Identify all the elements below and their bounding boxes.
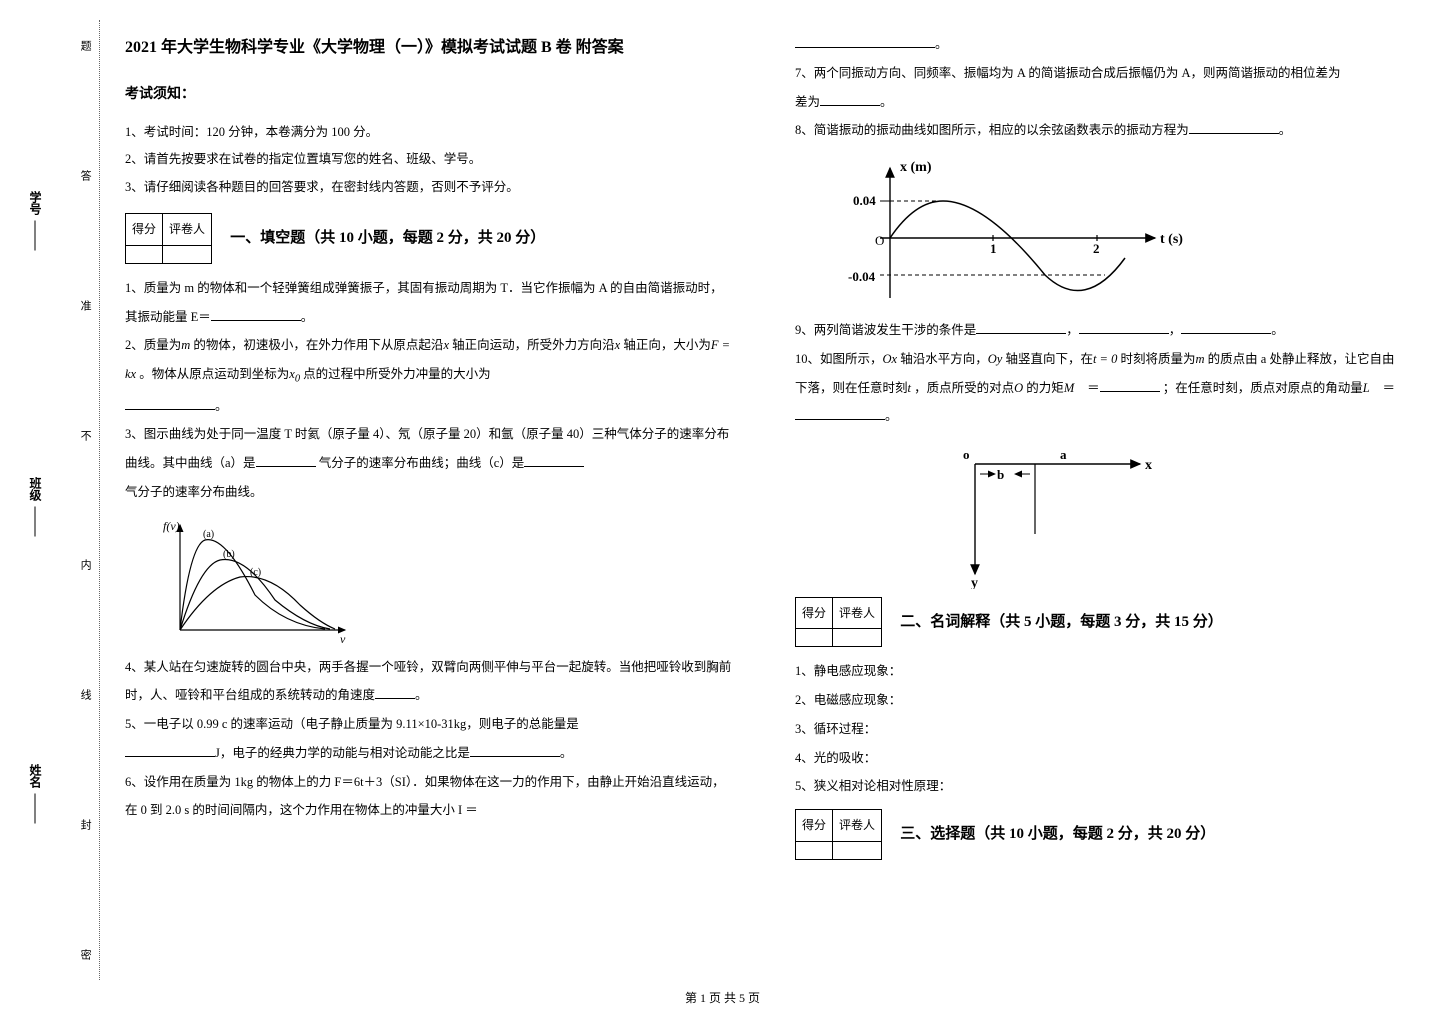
- score-table-2: 得分评卷人: [795, 597, 882, 647]
- question-6-end: 。: [795, 30, 1405, 59]
- score-label: 得分: [796, 810, 833, 841]
- notice-list: 1、考试时间：120 分钟，本卷满分为 100 分。 2、请首先按要求在试卷的指…: [125, 119, 735, 202]
- svg-text:v: v: [340, 632, 346, 645]
- question-8: 8、简谐振动的振动曲线如图所示，相应的以余弦函数表示的振动方程为。: [795, 116, 1405, 145]
- left-column: 2021 年大学生物科学专业《大学物理（一）》模拟考试试题 B 卷 附答案 考试…: [115, 30, 745, 970]
- reviewer-label: 评卷人: [833, 810, 882, 841]
- question-2: 2、质量为m 的物体，初速极小，在外力作用下从原点起沿x 轴正向运动，所受外力方…: [125, 331, 735, 420]
- part3-header: 得分评卷人 三、选择题（共 10 小题，每题 2 分，共 20 分）: [795, 809, 1405, 859]
- question-9: 9、两列简谐波发生干涉的条件是，，。: [795, 316, 1405, 345]
- svg-text:b: b: [997, 467, 1004, 482]
- score-table-1: 得分评卷人: [125, 213, 212, 263]
- marker-feng: 封: [73, 819, 97, 830]
- svg-text:x (m): x (m): [900, 160, 932, 175]
- marker-da: 答: [73, 170, 97, 181]
- part1-title: 一、填空题（共 10 小题，每题 2 分，共 20 分）: [230, 222, 545, 255]
- right-column: 。 7、两个同振动方向、同频率、振幅均为 A 的简谐振动合成后振幅仍为 A，则两…: [785, 30, 1415, 970]
- score-cell: [126, 245, 163, 263]
- term-3: 3、循环过程：: [795, 715, 1405, 744]
- score-cell: [796, 841, 833, 859]
- term-4: 4、光的吸收：: [795, 744, 1405, 773]
- term-5: 5、狭义相对论相对性原理：: [795, 772, 1405, 801]
- score-label: 得分: [796, 598, 833, 629]
- svg-text:O: O: [875, 233, 884, 248]
- label-banji: 班级: [20, 477, 50, 542]
- question-6: 6、设作用在质量为 1kg 的物体上的力 F＝6t＋3（SI）．如果物体在这一力…: [125, 768, 735, 826]
- binding-labels: 学号 班级 姓名: [20, 80, 50, 940]
- score-label: 得分: [126, 214, 163, 245]
- part3-title: 三、选择题（共 10 小题，每题 2 分，共 20 分）: [900, 818, 1215, 851]
- question-5: 5、一电子以 0.99 c 的速率运动（电子静止质量为 9.11×10-31kg…: [125, 710, 735, 768]
- svg-text:(b): (b): [223, 549, 235, 560]
- svg-text:0.04: 0.04: [853, 193, 876, 208]
- binding-markers: 题 答 准 不 内 线 封 密: [75, 40, 95, 960]
- marker-ti: 题: [73, 40, 97, 51]
- reviewer-cell: [833, 629, 882, 647]
- svg-text:o: o: [963, 447, 970, 462]
- question-4: 4、某人站在匀速旋转的圆台中央，两手各握一个哑铃，双臂向两侧平伸与平台一起旋转。…: [125, 653, 735, 711]
- coordinate-diagram: o x y a b: [945, 439, 1165, 589]
- notice-2: 2、请首先按要求在试卷的指定位置填写您的姓名、班级、学号。: [125, 146, 735, 174]
- marker-mi: 密: [73, 949, 97, 960]
- svg-text:t (s): t (s): [1160, 232, 1183, 247]
- svg-text:y: y: [971, 576, 978, 589]
- marker-xian: 线: [73, 689, 97, 700]
- notice-1: 1、考试时间：120 分钟，本卷满分为 100 分。: [125, 119, 735, 147]
- term-1: 1、静电感应现象：: [795, 657, 1405, 686]
- reviewer-label: 评卷人: [163, 214, 212, 245]
- part2-title: 二、名词解释（共 5 小题，每题 3 分，共 15 分）: [900, 606, 1223, 639]
- shm-curve-chart: x (m) t (s) O 0.04 -0.04 1 2: [825, 153, 1185, 308]
- notice-head: 考试须知：: [125, 80, 735, 111]
- marker-bu: 不: [73, 430, 97, 441]
- svg-text:f(v): f(v): [163, 519, 180, 533]
- question-10: 10、如图所示，Ox 轴沿水平方向，Oy 轴竖直向下，在t = 0 时刻将质量为…: [795, 345, 1405, 431]
- speed-distribution-chart: f(v) v (a) (b) (c): [155, 515, 355, 645]
- label-xingming: 姓名: [20, 764, 50, 829]
- question-3: 3、图示曲线为处于同一温度 T 时氦（原子量 4）、氖（原子量 20）和氩（原子…: [125, 420, 735, 506]
- reviewer-cell: [163, 245, 212, 263]
- svg-text:(c): (c): [250, 567, 261, 578]
- exam-title: 2021 年大学生物科学专业《大学物理（一）》模拟考试试题 B 卷 附答案: [125, 30, 735, 65]
- svg-text:a: a: [1060, 447, 1067, 462]
- notice-3: 3、请仔细阅读各种题目的回答要求，在密封线内答题，否则不予评分。: [125, 174, 735, 202]
- svg-text:2: 2: [1093, 241, 1100, 256]
- question-7: 7、两个同振动方向、同频率、振幅均为 A 的简谐振动合成后振幅仍为 A，则两简谐…: [795, 59, 1405, 117]
- svg-text:(a): (a): [203, 529, 214, 540]
- marker-nei: 内: [73, 559, 97, 570]
- part1-header: 得分评卷人 一、填空题（共 10 小题，每题 2 分，共 20 分）: [125, 213, 735, 263]
- score-cell: [796, 629, 833, 647]
- question-1: 1、质量为 m 的物体和一个轻弹簧组成弹簧振子，其固有振动周期为 T．当它作振幅…: [125, 274, 735, 332]
- term-2: 2、电磁感应现象：: [795, 686, 1405, 715]
- page-content: 2021 年大学生物科学专业《大学物理（一）》模拟考试试题 B 卷 附答案 考试…: [115, 30, 1415, 970]
- reviewer-cell: [833, 841, 882, 859]
- reviewer-label: 评卷人: [833, 598, 882, 629]
- label-xuehao: 学号: [20, 191, 50, 256]
- page-footer: 第 1 页 共 5 页: [0, 985, 1445, 1011]
- score-table-3: 得分评卷人: [795, 809, 882, 859]
- svg-text:1: 1: [990, 241, 997, 256]
- marker-zhun: 准: [73, 300, 97, 311]
- svg-text:-0.04: -0.04: [848, 269, 876, 284]
- svg-text:x: x: [1145, 458, 1152, 473]
- part2-header: 得分评卷人 二、名词解释（共 5 小题，每题 3 分，共 15 分）: [795, 597, 1405, 647]
